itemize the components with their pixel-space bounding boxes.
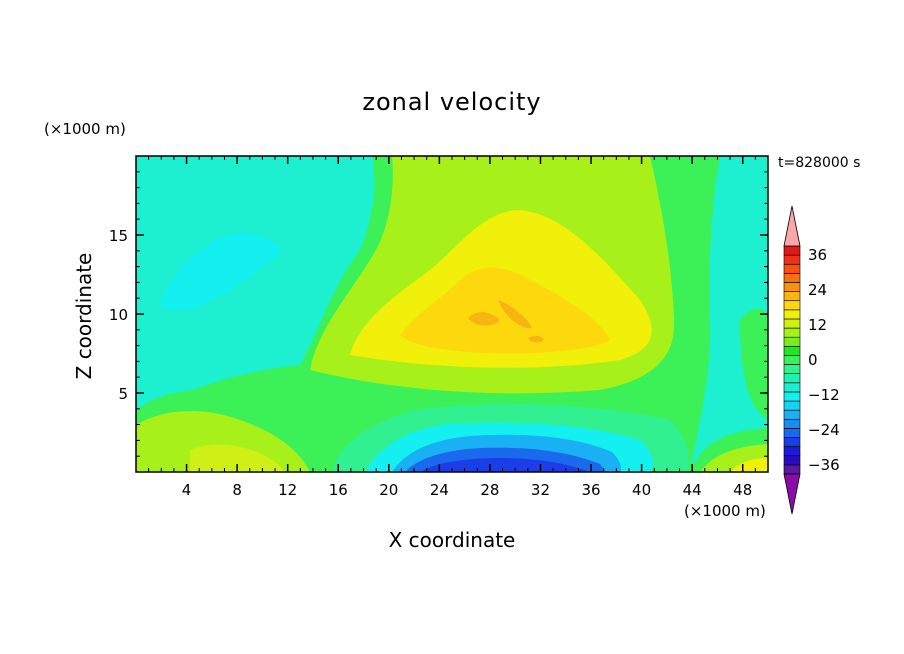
yellow-lower-left [190, 444, 285, 472]
colorbar-tick-label: 0 [808, 351, 818, 369]
colorbar-min-arrow [783, 473, 801, 515]
colorbar-swatch [783, 318, 801, 329]
x-tick-label: 32 [531, 481, 550, 499]
x-tick-label: 20 [379, 481, 398, 499]
y-tick-label: 10 [109, 306, 128, 324]
colorbar-max-arrow [783, 205, 801, 247]
colorbar-swatch [783, 464, 801, 475]
x-tick-label: 44 [683, 481, 702, 499]
x-tick-label: 36 [581, 481, 600, 499]
contour-field [136, 156, 768, 472]
colorbar-swatch [783, 346, 801, 356]
x-tick-label: 48 [733, 481, 752, 499]
colorbar-tick-label: 36 [808, 246, 827, 264]
x-tick-label: 16 [329, 481, 348, 499]
orange-streak-1 [468, 312, 500, 326]
colorbar-swatch [783, 291, 801, 302]
colorbar-swatch [783, 300, 801, 311]
y-tick-label: 5 [118, 385, 128, 403]
colorbar: 36 24 12 0 −12 −24 −36 [783, 205, 840, 515]
x-tick-label: 40 [632, 481, 651, 499]
colorbar-swatch [783, 327, 801, 338]
x-tick-label: 8 [232, 481, 242, 499]
x-tick-label: 4 [182, 481, 192, 499]
colorbar-swatch [783, 373, 801, 384]
colorbar-swatch [783, 263, 801, 274]
y-axis-unit: (×1000 m) [44, 120, 126, 138]
colorbar-swatch [783, 364, 801, 374]
colorbar-tick-label: −24 [808, 421, 840, 439]
colorbar-swatch [783, 254, 801, 265]
colorbar-swatch [783, 382, 801, 393]
green-band-right [740, 308, 768, 420]
colorbar-tick-label: −12 [808, 386, 840, 404]
x-tick-label: 24 [430, 481, 449, 499]
colorbar-tick-label: 24 [808, 281, 827, 299]
colorbar-swatch [783, 400, 801, 411]
x-tick-label: 12 [278, 481, 297, 499]
y-tick-label: 15 [109, 227, 128, 245]
colorbar-swatch [783, 282, 801, 292]
time-label: t=828000 s [778, 155, 861, 171]
colorbar-swatch [783, 355, 801, 365]
colorbar-swatch [783, 273, 801, 283]
orange-streak-3 [528, 335, 544, 343]
colorbar-swatch [783, 391, 801, 402]
darkblue-core-lower [420, 458, 590, 472]
colorbar-swatch [783, 418, 801, 429]
colorbar-tick-label: 12 [808, 316, 827, 334]
x-tick-label: 28 [480, 481, 499, 499]
colorbar-swatch [783, 446, 801, 457]
colorbar-swatch [783, 428, 801, 438]
x-axis-unit: (×1000 m) [684, 502, 766, 520]
x-axis-label: X coordinate [388, 528, 516, 552]
cyan-blob-upper-left [160, 233, 282, 311]
colorbar-swatch [783, 455, 801, 466]
colorbar-swatch [783, 309, 801, 320]
colorbar-swatch [783, 336, 801, 347]
orange-streak-2 [498, 300, 532, 329]
colorbar-swatch [783, 409, 801, 420]
chart-title: zonal velocity [362, 88, 542, 116]
colorbar-swatch [783, 437, 801, 447]
colorbar-tick-label: −36 [808, 456, 840, 474]
colorbar-swatch [783, 245, 801, 256]
yellow-lower-right [730, 458, 768, 472]
